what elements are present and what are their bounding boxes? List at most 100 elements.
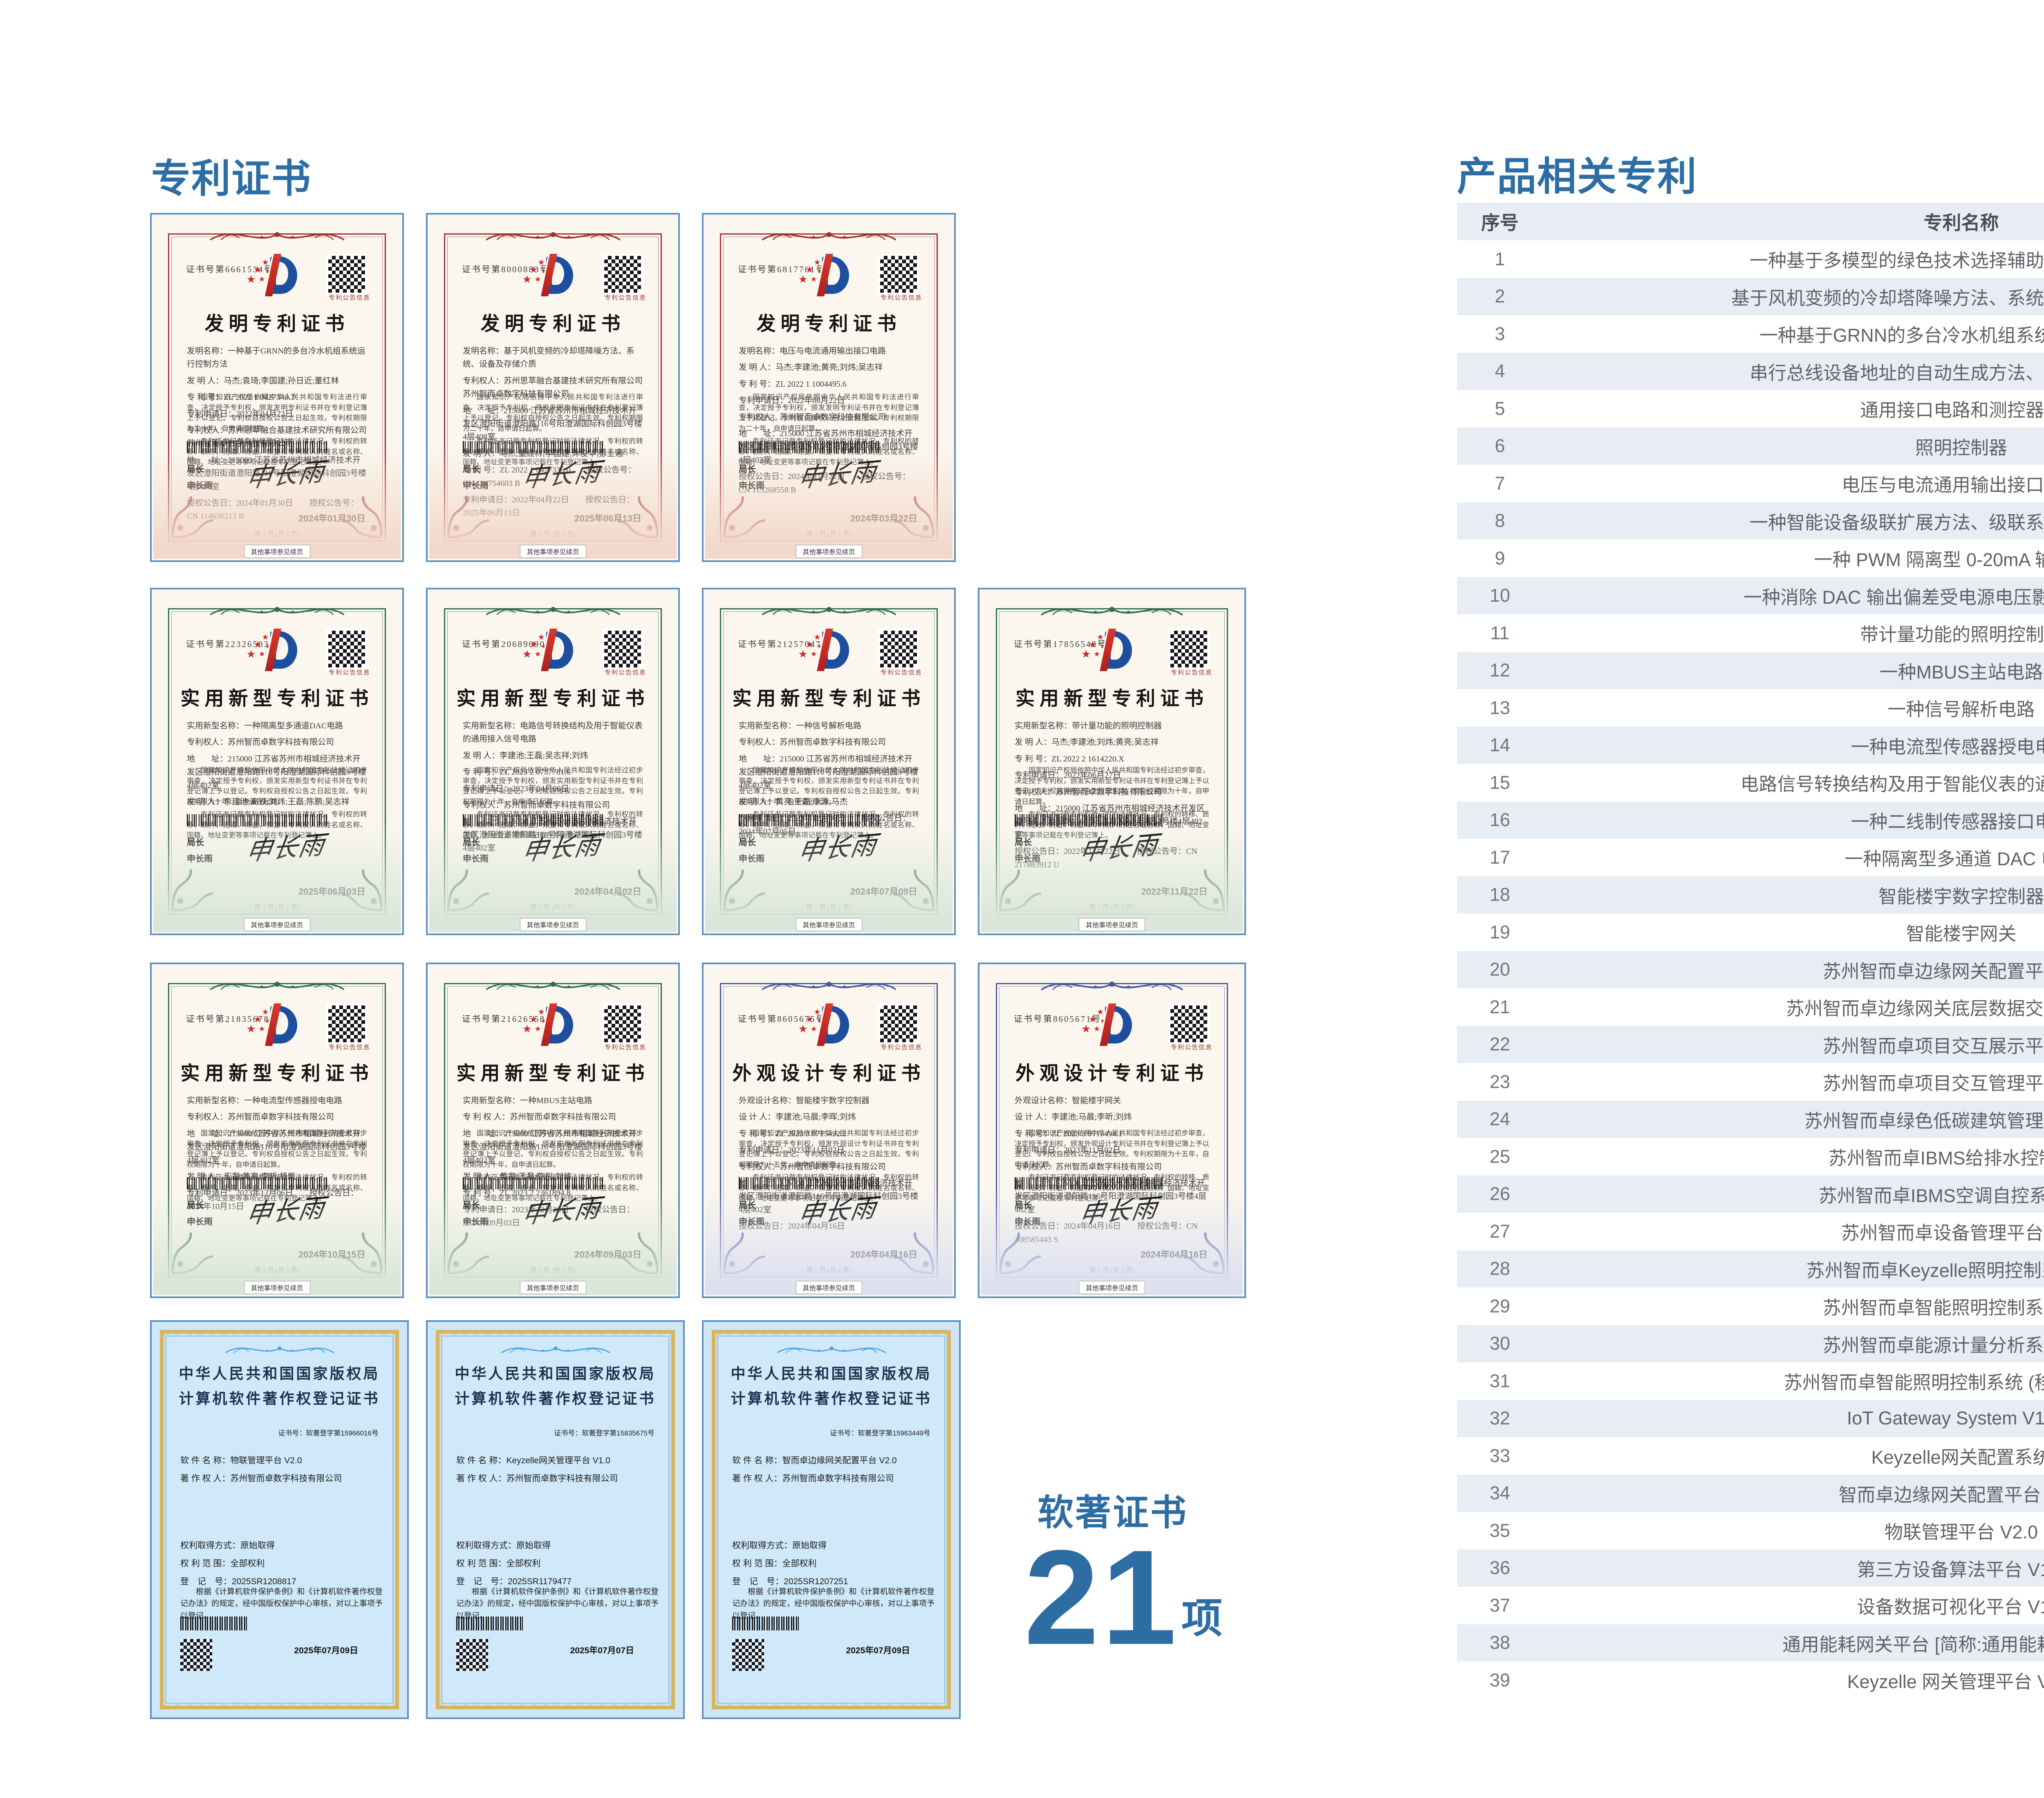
row-index: 15 bbox=[1489, 772, 1511, 793]
certificate-number: 证书号第17856548号 bbox=[1014, 639, 1107, 649]
certificate-field: 专 利 号：ZL 2022 1 1004495.6 bbox=[739, 379, 847, 389]
certificate-field: 实用新型名称：一种信号解析电路 bbox=[739, 721, 861, 730]
product-patents-title: 产品相关专利 bbox=[1457, 155, 1697, 199]
table-row: 7 电压与电流通用输出接口电路 发明 bbox=[1457, 465, 2044, 502]
certificate-field: 专利权人：苏州智而卓数字科技有限公司 bbox=[739, 412, 886, 422]
patent-name: 智能楼宇数字控制器 bbox=[1878, 886, 2044, 907]
certificate-fields: 实用新型名称：一种电流型传感器授电电路 专利权人：苏州智而卓数字科技有限公司地 址… bbox=[187, 1094, 367, 1216]
continuation-note: 其他事项参见续页 bbox=[520, 545, 586, 558]
certificate-date: 2024年07月09日 bbox=[850, 887, 917, 897]
certificate-fields: 发明名称：基于风机变频的冷却塔降噪方法、系统、设备及存储介质 专利权人：苏州思萃融… bbox=[463, 345, 651, 523]
patent-name: 苏州智而卓IBMS给排水控制系统 bbox=[1828, 1148, 2044, 1169]
certificate-page-note: 第 1 页 (共 2 页) bbox=[254, 904, 300, 911]
row-index: 19 bbox=[1489, 921, 1511, 943]
certificate-field: 专 利 号：ZL 2023 3 0715492.2 bbox=[739, 1129, 847, 1138]
row-index: 35 bbox=[1489, 1520, 1511, 1541]
certificate-field: 发 明 人：马杰;李建池;刘炜;黄亮;吴志祥 bbox=[1015, 738, 1159, 747]
row-index: 39 bbox=[1489, 1669, 1511, 1691]
certificate-field: 外观设计名称：智能楼宇网关 bbox=[1015, 1096, 1121, 1105]
certificate-fields: 软 件 名 称：Keyzelle网关管理平台 V1.0 著 作 权 人：苏州智而卓… bbox=[456, 1452, 659, 1591]
certificate-fields: 软 件 名 称：物联管理平台 V2.0 著 作 权 人：苏州智而卓数字科技有限公司… bbox=[180, 1452, 383, 1591]
table-row: 38 通用能耗网关平台 [简称:通用能耗网关] V2.0 软著 bbox=[1457, 1624, 2044, 1661]
qr-code-icon bbox=[878, 254, 919, 295]
table-row: 6 照明控制器 发明 bbox=[1457, 427, 2044, 465]
continuation-note: 其他事项参见续页 bbox=[244, 545, 310, 558]
soft-cert-unit: 项 bbox=[1181, 1596, 1223, 1641]
certificate-number: 证书号第8605671号 bbox=[1014, 1014, 1102, 1024]
table-row: 22 苏州智而卓项目交互展示平台V1.0 软著 bbox=[1457, 1026, 2044, 1063]
certificate-fields: 实用新型名称：带计量功能的照明控制器发 明 人：马杰;李建池;刘炜;黄亮;吴志祥… bbox=[1015, 719, 1209, 875]
certificate-field: 专利申请日：2023年04月06日 bbox=[463, 784, 569, 793]
commissioner-label: 局长 申长雨 bbox=[1015, 1201, 1040, 1227]
qr-code-icon bbox=[180, 1639, 212, 1671]
row-index: 31 bbox=[1489, 1370, 1511, 1391]
row-index: 10 bbox=[1489, 585, 1511, 606]
ornament-corner-icon bbox=[892, 496, 935, 538]
certificate-field: 专利权人：苏州智而卓数字科技有限公司 bbox=[187, 1113, 334, 1122]
cnipa-logo-icon: ★ ★ ★ ★ ★ bbox=[247, 1003, 308, 1052]
software-copyright-certificate: 中华人民共和国国家版权局 计算机软件著作权登记证书 证书号：软著登字第159634… bbox=[702, 1320, 961, 1719]
certificate-field: 授权公告日：2022年11月22日 授权公告号：CN 217883912 U bbox=[1015, 847, 1198, 869]
certificate-field: 软 件 名 称：智而卓边缘网关配置平台 V2.0 bbox=[732, 1456, 897, 1465]
certificate-field: 设 计 人：李建池;马晨;李昕;刘炜 bbox=[1015, 1113, 1132, 1122]
commissioner-label: 局长 申长雨 bbox=[1015, 838, 1040, 864]
certificate-field: 软 件 名 称：Keyzelle网关管理平台 V1.0 bbox=[456, 1456, 610, 1465]
cnipa-logo-icon: ★ ★ ★ ★ ★ bbox=[798, 1003, 860, 1052]
qr-caption: 专利公告信息 bbox=[328, 1044, 370, 1051]
row-index: 6 bbox=[1495, 435, 1505, 457]
certificate-number: 证书号：软著登字第15835675号 bbox=[554, 1429, 654, 1437]
table-row: 27 苏州智而卓设备管理平台V1.0 软著 bbox=[1457, 1213, 2044, 1250]
certificate-field: 专 利 号：ZL 2022 1 0427340.7 bbox=[187, 393, 295, 402]
table-row: 15 电路信号转换结构及用于智能仪表的通用接入信号电路 实用新型 bbox=[1457, 764, 2044, 802]
ornament-corner-icon bbox=[341, 496, 383, 538]
cnipa-logo-icon: ★ ★ ★ ★ ★ bbox=[522, 629, 584, 677]
row-index: 33 bbox=[1489, 1445, 1511, 1466]
commissioner-label: 局长 申长雨 bbox=[739, 1201, 764, 1227]
ornament-flourish-icon bbox=[225, 1346, 334, 1353]
certificate-field: 专利申请日：2023年12月28日 授权公告日：2024年09月03日 bbox=[463, 1205, 634, 1228]
table-row: 13 一种信号解析电路 实用新型 bbox=[1457, 689, 2044, 727]
certificate-field: 专利权人：苏州思萃融合基建技术研究所有限公司 苏州智而卓数字科技有限公司 bbox=[463, 376, 651, 399]
certificate-date: 2024年03月22日 bbox=[850, 513, 917, 524]
certificate-field: 权利取得方式：原始取得 bbox=[180, 1541, 275, 1551]
ornament-corner-icon bbox=[999, 869, 1041, 911]
certificate-title: 实用新型专利证书 bbox=[1015, 688, 1208, 710]
qr-code-icon bbox=[732, 1639, 764, 1671]
certificate-field: 授权公告日：2024年04月16日 授权公告号：CN 308585443 S bbox=[1015, 1222, 1198, 1244]
certificate-field: 授权公告日：2024年04月16日 bbox=[739, 1222, 845, 1231]
ornament-flourish-icon bbox=[209, 232, 345, 241]
ornament-corner-icon bbox=[171, 869, 213, 911]
certificate-field: 地 址：215000 江苏省苏州市相城经济技术开发区澄阳街道澄阳路116号阳澄湖… bbox=[187, 455, 367, 491]
patents-table: 序号 专利名称 专利类型 1 一种基于多模型的绿色技术选择辅助决策方法和系统 发… bbox=[1457, 203, 2044, 1699]
row-index: 24 bbox=[1489, 1108, 1511, 1130]
certificate-field: 发 明 人：马杰;袁琦;李国建;孙日近;董红林 bbox=[187, 376, 339, 385]
row-index: 4 bbox=[1495, 360, 1505, 382]
certificate-number: 证书号第22326503号 bbox=[186, 639, 279, 649]
certificate-legal-text: 国家知识产权局依照中华人民共和国专利法经过初步审查，决定授予专利权，颁发实用新型… bbox=[187, 1129, 367, 1202]
certificate-date: 2025年07月07日 bbox=[570, 1646, 634, 1655]
certificate-date: 2024年04月02日 bbox=[574, 887, 641, 897]
table-row: 4 串行总线设备地址的自动生成方法、装置和存储介质 发明 bbox=[1457, 352, 2044, 390]
table-row: 32 IoT Gateway System V1.4.0 软著 bbox=[1457, 1399, 2044, 1437]
patent-name: 通用接口电路和测控器件 bbox=[1860, 400, 2044, 421]
soft-cert-count-block: 21项 bbox=[1024, 1526, 1223, 1668]
table-row: 5 通用接口电路和测控器件 发明 bbox=[1457, 390, 2044, 428]
table-row: 21 苏州智而卓边缘网关底层数据交互平台V1.0 软著 bbox=[1457, 988, 2044, 1026]
ornament-corner-icon bbox=[616, 869, 659, 911]
certificate-title: 中华人民共和国国家版权局 计算机软件著作权登记证书 bbox=[179, 1365, 380, 1407]
certificate-field: 著 作 权 人：苏州智而卓数字科技有限公司 bbox=[180, 1474, 342, 1484]
ornament-flourish-icon bbox=[209, 981, 345, 990]
ornament-corner-icon bbox=[341, 1232, 383, 1274]
certificate-date: 2024年04月16日 bbox=[1141, 1249, 1208, 1260]
certificate-field: 登 记 号：2025SR1207251 bbox=[732, 1577, 848, 1587]
patent-name: 苏州智而卓绿色低碳建筑管理平台V1.0 bbox=[1804, 1110, 2044, 1131]
commissioner-label: 局长 申长雨 bbox=[463, 465, 489, 490]
row-index: 16 bbox=[1489, 809, 1511, 831]
patent-name: 一种基于多模型的绿色技术选择辅助决策方法和系统 bbox=[1749, 250, 2044, 271]
certificate-title: 发明专利证书 bbox=[756, 313, 901, 335]
table-row: 12 一种MBUS主站电路 实用新型 bbox=[1457, 652, 2044, 689]
table-row: 18 智能楼宇数字控制器 外观 bbox=[1457, 876, 2044, 914]
certificate-field: 专 利 号：ZL 2023 2 2361894.8 bbox=[463, 1189, 571, 1198]
continuation-note: 其他事项参见续页 bbox=[796, 1281, 862, 1294]
qr-code-icon bbox=[878, 1003, 919, 1044]
